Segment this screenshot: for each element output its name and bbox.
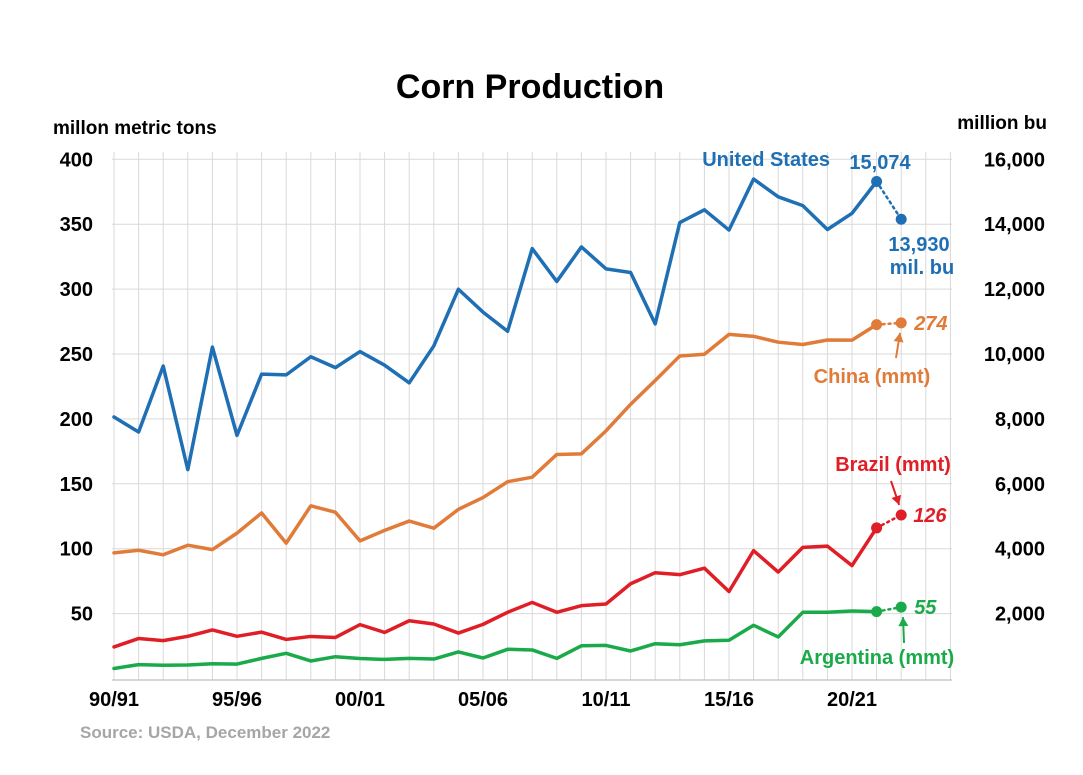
chart-title: Corn Production [396, 68, 664, 106]
right-tick-label: 4,000 [995, 539, 1045, 561]
x-tick-label: 05/06 [458, 689, 508, 711]
x-tick-label: 00/01 [335, 689, 385, 711]
left-tick-label: 250 [60, 344, 93, 366]
us-projection-value-label: 13,930 [888, 234, 949, 256]
x-tick-label: 15/16 [704, 689, 754, 711]
series-line [112, 177, 879, 472]
last-point-marker [871, 522, 883, 534]
us-series-label: United States [702, 149, 830, 171]
gridlines [112, 152, 952, 681]
right-tick-label: 2,000 [995, 604, 1045, 626]
source-note: Source: USDA, December 2022 [80, 723, 330, 742]
right-tick-label: 14,000 [984, 214, 1045, 236]
annotation-arrow [893, 332, 904, 359]
right-tick-label: 10,000 [984, 344, 1045, 366]
data-series [112, 175, 907, 671]
brazil-series-label: Brazil (mmt) [835, 454, 951, 476]
x-tick-label: 90/91 [89, 689, 139, 711]
china-series-label: China (mmt) [814, 366, 931, 388]
left-tick-label: 150 [60, 474, 93, 496]
left-tick-label: 400 [60, 149, 93, 171]
projection-point-marker [895, 213, 907, 225]
us-prev-value-label: 15,074 [849, 152, 911, 174]
projection-point-marker [895, 317, 907, 329]
projection-point-marker [895, 509, 907, 521]
brazil-value-label: 126 [913, 505, 947, 527]
us-unit-label: mil. bu [890, 257, 954, 279]
right-axis-title: million bu [957, 113, 1047, 134]
left-tick-label: 300 [60, 279, 93, 301]
left-tick-label: 350 [60, 214, 93, 236]
argentina-value-label: 55 [914, 597, 937, 619]
right-tick-label: 8,000 [995, 409, 1045, 431]
series-line [112, 609, 879, 671]
annotation-arrow [898, 617, 909, 644]
argentina-series-label: Argentina (mmt) [800, 647, 954, 669]
left-tick-label: 100 [60, 539, 93, 561]
right-tick-label: 16,000 [984, 149, 1045, 171]
arrow-head [898, 617, 909, 627]
left-axis-title: millon metric tons [53, 118, 217, 139]
left-tick-label: 50 [71, 604, 93, 626]
series-line [112, 322, 879, 557]
series-line [112, 526, 879, 649]
projection-dotted-line [875, 180, 903, 221]
last-point-marker [871, 606, 883, 618]
y-tick-labels: 400 350 300 250 200 150 100 50 16,000 14,000 12,00… [60, 149, 1045, 625]
x-tick-labels: 90/91 95/96 00/01 05/06 10/11 15/16 20/21 [89, 689, 877, 711]
x-tick-label: 95/96 [212, 689, 262, 711]
china-value-label: 274 [913, 313, 947, 335]
annotation-arrow [890, 480, 902, 506]
x-tick-label: 20/21 [827, 689, 877, 711]
right-tick-label: 12,000 [984, 279, 1045, 301]
left-tick-label: 200 [60, 409, 93, 431]
arrow-head [891, 494, 902, 505]
arrow-head [893, 332, 904, 343]
right-tick-label: 6,000 [995, 474, 1045, 496]
x-tick-label: 10/11 [582, 689, 631, 711]
last-point-marker [871, 319, 883, 331]
last-point-marker [871, 175, 883, 187]
projection-point-marker [895, 601, 907, 613]
